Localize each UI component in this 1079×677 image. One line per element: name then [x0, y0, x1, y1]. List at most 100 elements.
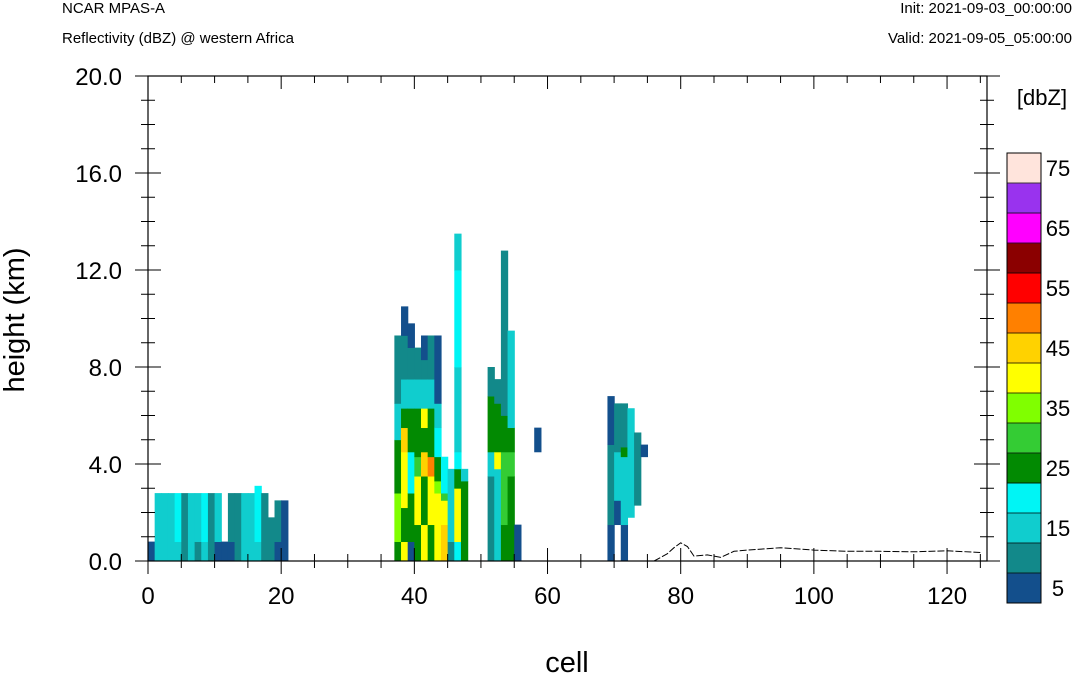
colorbar-swatch — [1007, 153, 1041, 184]
colorbar-border — [1006, 152, 1042, 604]
reflectivity-cell — [414, 379, 422, 409]
reflectivity-cell — [167, 493, 176, 562]
reflectivity-cell — [440, 493, 449, 501]
reflectivity-cell — [407, 323, 415, 348]
x-tick-label: 0 — [141, 583, 154, 610]
colorbar-swatch — [1007, 333, 1041, 364]
reflectivity-cell — [241, 493, 249, 562]
reflectivity-cell — [614, 451, 622, 501]
terrain-polyline — [653, 542, 981, 562]
reflectivity-cell — [421, 524, 429, 562]
x-tick-label: 60 — [534, 583, 561, 610]
y-tick-label: 16.0 — [75, 161, 122, 188]
plot-border — [147, 75, 988, 562]
reflectivity-cell — [627, 408, 635, 453]
reflectivity-cell — [460, 468, 469, 482]
reflectivity-cell — [434, 456, 442, 482]
colorbar-swatch — [1007, 303, 1041, 334]
reflectivity-cell — [634, 432, 642, 453]
colorbar-swatch — [1007, 273, 1041, 304]
reflectivity-cell — [454, 451, 462, 470]
colorbar-swatch — [1007, 513, 1041, 544]
reflectivity-cell — [607, 524, 615, 562]
reflectivity-cell — [187, 493, 196, 562]
reflectivity-cell — [427, 335, 435, 380]
colorbar-tick-label: 75 — [1046, 156, 1070, 181]
reflectivity-cell — [447, 541, 455, 562]
reflectivity-cell — [500, 524, 509, 562]
colorbar-tick-label: 35 — [1046, 396, 1070, 421]
reflectivity-cell — [447, 468, 455, 542]
y-tick-label: 8.0 — [89, 355, 122, 382]
reflectivity-cell — [201, 493, 209, 542]
reflectivity-cell — [434, 403, 442, 429]
reflectivity-cell — [254, 493, 262, 542]
reflectivity-cell — [427, 379, 435, 409]
reflectivity-cell — [227, 541, 236, 562]
reflectivity-cell — [401, 306, 409, 336]
colorbar-swatch — [1007, 573, 1041, 604]
colorbar: 5 15 25 35 45 55 65 75 — [1006, 152, 1070, 604]
reflectivity-cell — [607, 396, 615, 445]
colorbar-tick-label: 25 — [1046, 456, 1070, 481]
reflectivity-cell — [500, 415, 509, 453]
reflectivity-cell — [454, 541, 462, 562]
colorbar-swatch — [1007, 393, 1041, 424]
reflectivity-cell — [207, 493, 216, 562]
reflectivity-cell — [507, 330, 515, 429]
plot-subtitle: Reflectivity (dBZ) @ western Africa — [62, 30, 294, 47]
reflectivity-cell — [454, 233, 462, 271]
reflectivity-cell — [460, 480, 469, 562]
x-tick-label: 100 — [794, 583, 834, 610]
reflectivity-cell — [201, 541, 209, 562]
colorbar-swatch — [1007, 363, 1041, 394]
terrain-line — [653, 542, 981, 562]
reflectivity-cell — [194, 493, 202, 542]
reflectivity-cell — [500, 451, 509, 526]
reflectivity-cell — [620, 456, 629, 526]
reflectivity-cell — [427, 456, 435, 477]
reflectivity-cell — [500, 250, 509, 416]
reflectivity-cell — [214, 541, 222, 562]
y-tick-label: 0.0 — [89, 549, 122, 576]
x-tick-labels: 0 20 40 60 80 100 120 — [141, 583, 967, 610]
reflectivity-cell — [407, 451, 415, 494]
colorbar-swatch — [1007, 213, 1041, 244]
reflectivity-cell — [440, 456, 449, 494]
reflectivity-cell — [454, 468, 462, 489]
reflectivity-cell — [454, 367, 462, 453]
reflectivity-cell — [394, 541, 402, 562]
reflectivity-cell — [261, 493, 269, 562]
model-title: NCAR MPAS-A — [62, 0, 166, 17]
colorbar-swatch — [1007, 453, 1041, 484]
reflectivity-cell — [494, 403, 502, 453]
reflectivity-cell — [634, 451, 642, 506]
reflectivity-cell — [434, 493, 442, 562]
reflectivity-cell — [507, 427, 515, 453]
reflectivity-cell — [514, 524, 522, 562]
reflectivity-cell — [414, 476, 422, 526]
reflectivity-cell — [221, 541, 229, 562]
reflectivity-cell — [394, 439, 402, 494]
x-tick-label: 120 — [927, 583, 967, 610]
reflectivity-cell — [427, 408, 435, 458]
reflectivity-cell — [440, 500, 449, 526]
init-time: Init: 2021-09-03_00:00:00 — [900, 0, 1072, 17]
reflectivity-cell — [181, 493, 189, 562]
y-tick-label: 12.0 — [75, 258, 122, 285]
reflectivity-cell — [154, 493, 162, 562]
reflectivity-cell — [427, 524, 435, 562]
reflectivity-cell — [414, 524, 422, 562]
reflectivity-cell — [607, 444, 615, 526]
reflectivity-cell — [254, 541, 262, 562]
reflectivity-cell — [620, 447, 629, 458]
reflectivity-cell — [494, 379, 502, 404]
reflectivity-cell — [394, 403, 402, 441]
reflectivity-cell — [274, 500, 282, 543]
reflectivity-cell — [174, 493, 182, 542]
colorbar-unit-label: [dbZ] — [1017, 85, 1067, 110]
reflectivity-cell — [148, 541, 156, 562]
reflectivity-cell — [394, 335, 402, 404]
reflectivity-cell — [414, 408, 422, 458]
